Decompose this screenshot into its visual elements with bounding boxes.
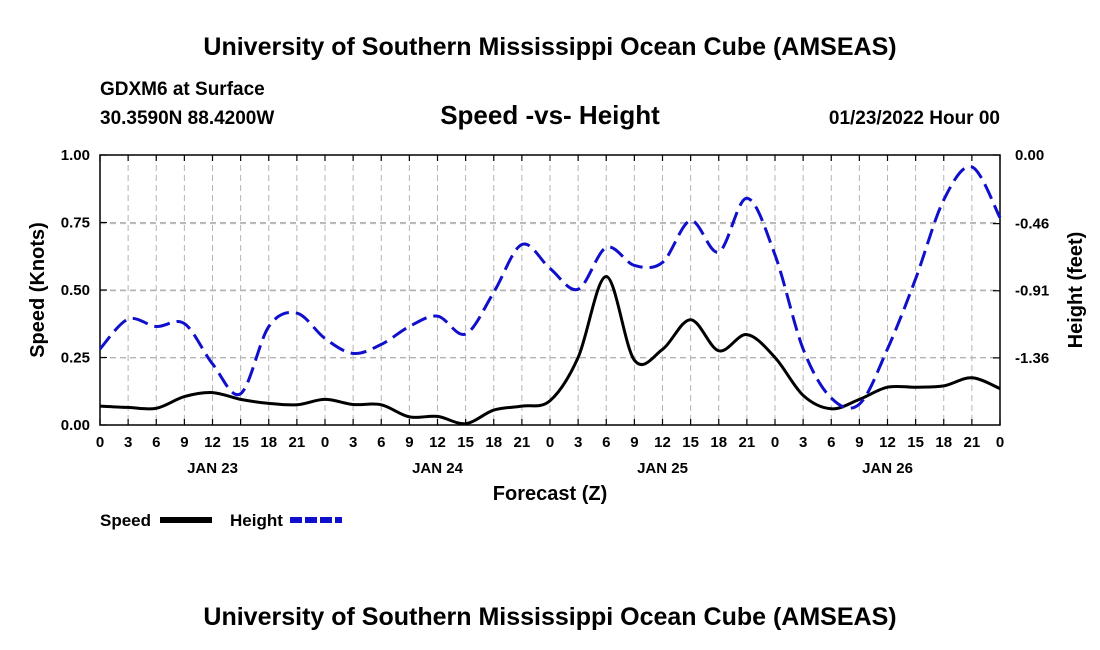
x-tick-label: 12 — [429, 434, 446, 451]
x-tick-label: 6 — [152, 434, 160, 451]
x-tick-label: 3 — [799, 434, 807, 451]
series-lines — [98, 165, 1002, 426]
x-tick-label: 18 — [710, 434, 727, 451]
x-tick-label: 21 — [964, 434, 981, 451]
x-tick-label: 9 — [180, 434, 188, 451]
grid-lines — [100, 155, 1000, 425]
x-tick-label: 15 — [682, 434, 699, 451]
x-tick-label: 18 — [260, 434, 277, 451]
date-label: JAN 26 — [862, 460, 913, 477]
x-tick-label: 12 — [879, 434, 896, 451]
x-tick-label: 0 — [771, 434, 779, 451]
x-tick-label: 21 — [514, 434, 531, 451]
y-axis-title: Speed (Knots) — [27, 222, 49, 358]
x-tick-label: 9 — [405, 434, 413, 451]
y-tick-label: 0.00 — [61, 417, 90, 434]
y-tick-label: 0.50 — [61, 282, 90, 299]
station-label: GDXM6 at Surface — [100, 79, 265, 100]
x-tick-label: 6 — [377, 434, 385, 451]
x-tick-label: 9 — [630, 434, 638, 451]
x-tick-label: 0 — [996, 434, 1004, 451]
x-tick-label: 12 — [204, 434, 221, 451]
x-tick-label: 15 — [232, 434, 249, 451]
chart-title: Speed -vs- Height — [440, 100, 660, 130]
date-label: JAN 25 — [637, 460, 688, 477]
x-tick-label: 18 — [485, 434, 502, 451]
height-series-line — [98, 165, 1002, 410]
y2-tick-label: -1.36 — [1015, 350, 1049, 367]
y2-tick-label: -0.91 — [1015, 283, 1049, 300]
date-label: JAN 24 — [412, 460, 464, 477]
x-tick-label: 6 — [602, 434, 610, 451]
coordinates-label: 30.3590N 88.4200W — [100, 108, 274, 129]
legend-height-label: Height — [230, 511, 283, 530]
y-tick-label: 0.25 — [61, 350, 90, 367]
y-tick-label: 1.00 — [61, 147, 90, 164]
main-title: University of Southern Mississippi Ocean… — [203, 33, 896, 61]
x-tick-label: 3 — [124, 434, 132, 451]
x-axis-title: Forecast (Z) — [493, 483, 607, 505]
x-tick-label: 3 — [349, 434, 357, 451]
x-tick-label: 21 — [289, 434, 306, 451]
x-tick-label: 6 — [827, 434, 835, 451]
x-tick-label: 12 — [654, 434, 671, 451]
x-tick-label: 15 — [457, 434, 474, 451]
date-label: JAN 23 — [187, 460, 238, 477]
legend: Speed Height — [100, 511, 342, 530]
y-tick-label: 0.75 — [61, 215, 90, 232]
y2-axis-title: Height (feet) — [1065, 232, 1087, 349]
axis-ticks: 0 3 6 9 12 15 18 21 0 3 6 9 12 15 18 21 0 3 6 9 12 15 18 21 0 3 6 9… — [61, 147, 1049, 477]
speed-series-line — [99, 274, 1001, 426]
x-tick-label: 0 — [96, 434, 104, 451]
legend-speed-label: Speed — [100, 511, 151, 530]
footer-title: University of Southern Mississippi Ocean… — [203, 603, 896, 631]
x-tick-label: 15 — [907, 434, 924, 451]
y2-tick-label: -0.46 — [1015, 216, 1049, 233]
x-tick-label: 3 — [574, 434, 582, 451]
x-tick-label: 0 — [321, 434, 329, 451]
y2-tick-label: 0.00 — [1015, 147, 1044, 164]
x-tick-label: 0 — [546, 434, 554, 451]
x-tick-label: 9 — [855, 434, 863, 451]
x-tick-label: 18 — [935, 434, 952, 451]
x-tick-label: 21 — [739, 434, 756, 451]
datetime-label: 01/23/2022 Hour 00 — [829, 108, 1000, 129]
